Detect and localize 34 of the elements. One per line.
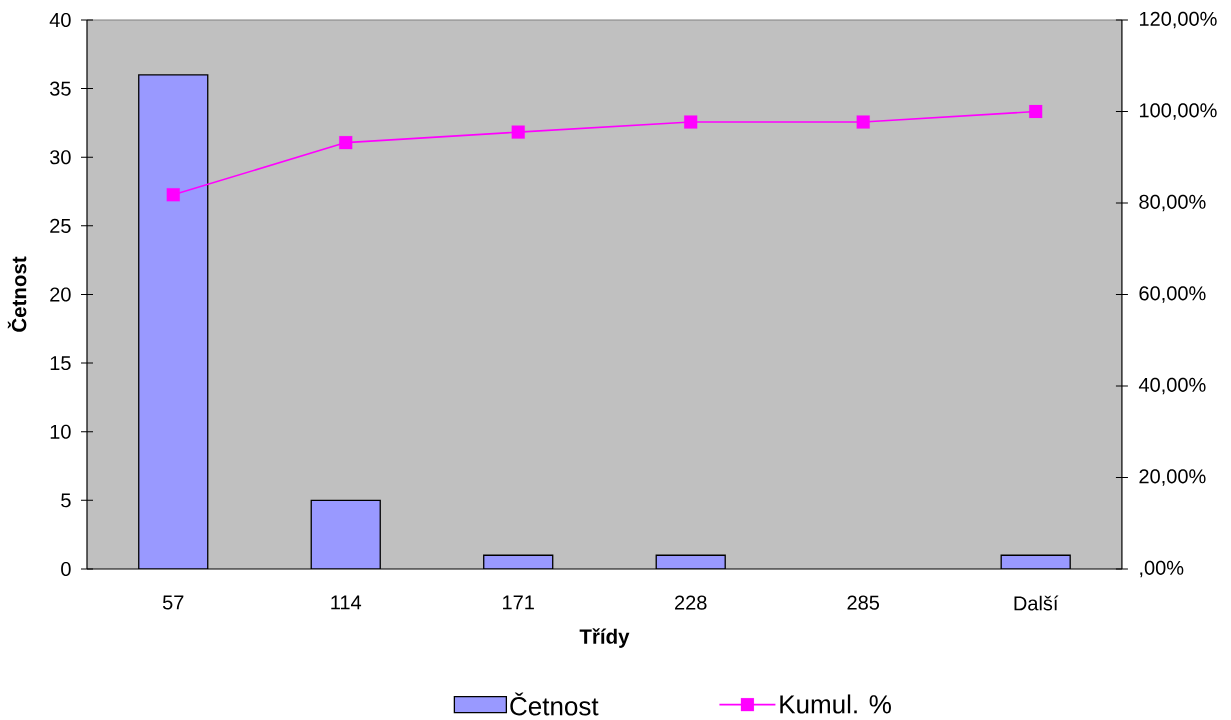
x-axis-title: Třídy xyxy=(579,628,630,648)
y-tick-label: 10 xyxy=(50,424,71,439)
point xyxy=(339,136,353,150)
y-tick-label: 0 xyxy=(61,561,71,577)
x-tick-label: 57 xyxy=(162,595,184,610)
y-tick-label: 15 xyxy=(50,356,71,371)
y-tick-label: 30 xyxy=(49,150,71,165)
y2-tick-label: 100,00% xyxy=(1139,103,1217,120)
point xyxy=(856,115,870,129)
y-tick-label: 5 xyxy=(61,493,71,508)
y-axis-title: Četnost xyxy=(7,256,27,332)
bar xyxy=(310,499,381,569)
y2-tick-label: 60,00% xyxy=(1139,286,1206,303)
point xyxy=(511,125,525,139)
x-tick-label: Další xyxy=(1014,595,1059,611)
x-tick-label: 114 xyxy=(331,595,362,610)
bar xyxy=(138,74,209,569)
y2-tick-label: 20,00% xyxy=(1139,469,1206,486)
y2-tick-label: 40,00% xyxy=(1138,377,1206,395)
x-tick-label: 285 xyxy=(847,595,880,610)
y-tick-label: 40 xyxy=(49,12,71,28)
y-tick-label: 20 xyxy=(50,287,71,302)
y2-tick-label: ,00% xyxy=(1140,560,1184,578)
point xyxy=(166,188,180,202)
legend-label: Kumul. % xyxy=(780,694,891,714)
y-tick-label: 25 xyxy=(50,218,71,233)
x-tick-label: 228 xyxy=(675,595,707,610)
point xyxy=(684,115,698,129)
y2-tick-label: 120,00% xyxy=(1139,11,1217,29)
point xyxy=(1029,104,1043,119)
x-tick-label: 171 xyxy=(503,595,534,610)
y2-tick-label: 80,00% xyxy=(1139,194,1206,212)
y-tick-label: 35 xyxy=(49,81,71,96)
legend-label: Četnost xyxy=(510,692,599,716)
